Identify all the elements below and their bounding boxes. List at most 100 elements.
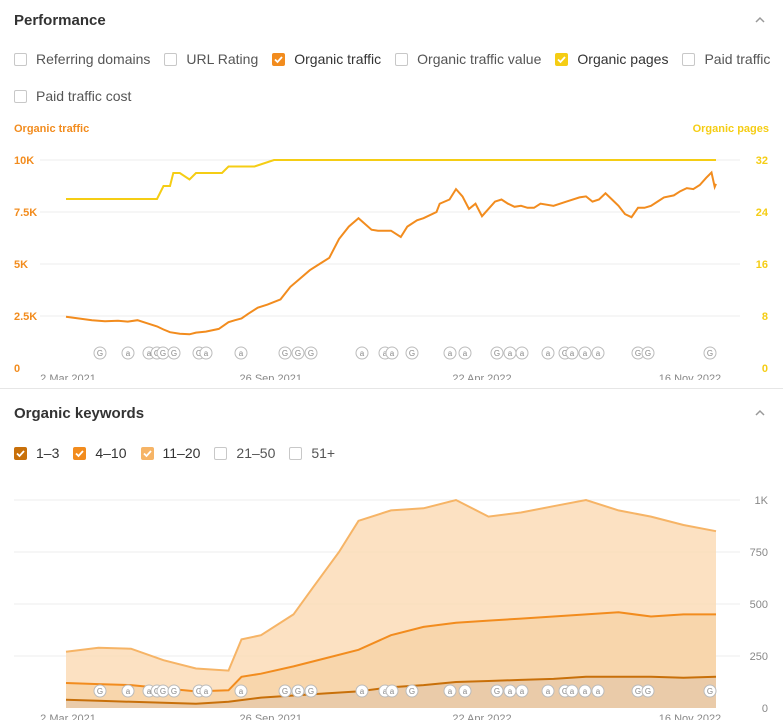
annotation-marker-icon[interactable]: a [443, 684, 457, 698]
annotation-marker-icon[interactable]: G [304, 346, 318, 360]
checkbox-unchecked-icon[interactable] [14, 89, 27, 103]
svg-text:G: G [160, 687, 166, 696]
annotation-marker-icon[interactable]: a [541, 684, 555, 698]
checkbox-unchecked-icon[interactable] [14, 52, 27, 66]
annotation-marker-icon[interactable]: a [578, 684, 592, 698]
annotation-marker-icon[interactable]: G [291, 346, 305, 360]
series-line-organic-pages [66, 159, 716, 200]
chevron-up-icon[interactable] [755, 408, 765, 418]
svg-text:a: a [239, 687, 244, 696]
keywords-checkbox-21-50[interactable]: 21–50 [214, 445, 275, 461]
annotation-marker-icon[interactable]: a [121, 346, 135, 360]
chevron-up-icon[interactable] [755, 15, 765, 25]
keywords-checkbox-11-20[interactable]: 11–20 [140, 445, 201, 461]
performance-checkbox-label: URL Rating [186, 51, 259, 67]
annotation-marker-icon[interactable]: a [458, 346, 472, 360]
y-right-tick-label: 0 [762, 363, 768, 375]
annotation-marker-icon[interactable]: G [703, 684, 717, 698]
svg-text:G: G [707, 687, 713, 696]
performance-checkbox-organic-traffic-value[interactable]: Organic traffic value [395, 51, 541, 67]
svg-text:G: G [409, 349, 415, 358]
svg-text:a: a [546, 349, 551, 358]
annotation-marker-icon[interactable]: a [121, 684, 135, 698]
organic-keywords-chart[interactable]: 02505007501KGaaGGGGaaGGGaaaGaaGaaaGaaaGG… [0, 480, 783, 720]
annotation-marker-icon[interactable]: G [93, 346, 107, 360]
performance-checkbox-paid-traffic-cost[interactable]: Paid traffic cost [14, 88, 131, 104]
svg-text:a: a [583, 687, 588, 696]
y-left-tick-label: 10K [14, 155, 34, 167]
annotation-marker-icon[interactable]: a [458, 684, 472, 698]
annotation-marker-icon[interactable]: a [199, 346, 213, 360]
keywords-checkbox-label: 11–20 [162, 445, 201, 461]
x-tick-label: 2 Mar 2021 [40, 373, 96, 380]
checkbox-checked-icon[interactable] [140, 446, 154, 460]
checkbox-checked-icon[interactable] [73, 446, 87, 460]
performance-checkbox-organic-traffic[interactable]: Organic traffic [272, 51, 381, 67]
annotation-marker-icon[interactable]: G [490, 684, 504, 698]
svg-text:G: G [171, 349, 177, 358]
annotation-marker-icon[interactable]: G [156, 346, 170, 360]
checkbox-checked-icon[interactable] [272, 52, 286, 66]
annotation-marker-icon[interactable]: G [167, 684, 181, 698]
annotation-marker-icon[interactable]: a [541, 346, 555, 360]
annotation-marker-icon[interactable]: a [591, 346, 605, 360]
annotation-marker-icon[interactable]: G [641, 684, 655, 698]
x-tick-label: 26 Sep 2021 [240, 373, 302, 380]
checkbox-checked-icon[interactable] [555, 52, 569, 66]
annotation-marker-icon[interactable]: a [515, 684, 529, 698]
checkbox-unchecked-icon[interactable] [395, 52, 409, 66]
checkbox-unchecked-icon[interactable] [289, 446, 303, 460]
checkbox-checked-icon[interactable] [14, 446, 27, 460]
annotation-marker-icon[interactable]: a [385, 346, 399, 360]
keywords-checkbox-1-3[interactable]: 1–3 [14, 445, 59, 461]
annotation-marker-icon[interactable]: G [703, 346, 717, 360]
keyword-position-toggles: 1–3 4–10 11–20 21–50 51+ [14, 445, 349, 461]
annotation-marker-icon[interactable]: G [405, 346, 419, 360]
annotation-marker-icon[interactable]: G [641, 346, 655, 360]
checkbox-unchecked-icon[interactable] [682, 52, 696, 66]
annotation-marker-icon[interactable]: a [443, 346, 457, 360]
annotation-marker-icon[interactable]: G [405, 684, 419, 698]
svg-text:G: G [97, 687, 103, 696]
svg-text:G: G [160, 349, 166, 358]
y-tick-label: 0 [762, 703, 768, 715]
svg-text:G: G [171, 687, 177, 696]
series-line-11-20 [65, 498, 717, 672]
annotation-marker-icon[interactable]: G [93, 684, 107, 698]
keywords-checkbox-51[interactable]: 51+ [289, 445, 335, 461]
annotation-marker-icon[interactable]: a [234, 346, 248, 360]
annotation-marker-icon[interactable]: a [385, 684, 399, 698]
annotation-marker-icon[interactable]: a [565, 684, 579, 698]
performance-checkbox-referring-domains[interactable]: Referring domains [14, 51, 150, 67]
annotation-marker-icon[interactable]: a [503, 684, 517, 698]
annotation-marker-icon[interactable]: G [278, 684, 292, 698]
annotation-marker-icon[interactable]: G [167, 346, 181, 360]
performance-checkbox-paid-traffic[interactable]: Paid traffic [682, 51, 770, 67]
performance-checkbox-organic-pages[interactable]: Organic pages [555, 51, 668, 67]
annotation-marker-icon[interactable]: a [234, 684, 248, 698]
annotation-marker-icon[interactable]: a [503, 346, 517, 360]
keywords-checkbox-label: 1–3 [36, 445, 60, 461]
annotation-marker-icon[interactable]: a [565, 346, 579, 360]
checkbox-unchecked-icon[interactable] [214, 446, 228, 460]
annotation-marker-icon[interactable]: G [278, 346, 292, 360]
annotation-marker-icon[interactable]: G [490, 346, 504, 360]
annotation-marker-icon[interactable]: a [591, 684, 605, 698]
svg-text:a: a [383, 349, 388, 358]
annotation-marker-icon[interactable]: G [156, 684, 170, 698]
annotation-marker-icon[interactable]: a [355, 684, 369, 698]
performance-chart[interactable]: 02.5K5K7.5K10K08162432GaaGGGGaaGGGaaaGaa… [0, 140, 783, 380]
annotation-marker-icon[interactable]: G [291, 684, 305, 698]
annotation-marker-icon[interactable]: a [355, 346, 369, 360]
svg-text:a: a [520, 687, 525, 696]
annotation-marker-icon[interactable]: G [304, 684, 318, 698]
annotation-marker-icon[interactable]: a [199, 684, 213, 698]
performance-checkbox-label: Paid traffic cost [36, 88, 132, 104]
annotation-marker-icon[interactable]: a [578, 346, 592, 360]
annotation-marker-icon[interactable]: a [515, 346, 529, 360]
section-divider [0, 388, 783, 389]
checkbox-unchecked-icon[interactable] [164, 52, 178, 66]
keywords-checkbox-4-10[interactable]: 4–10 [73, 445, 127, 461]
y-right-tick-label: 32 [756, 155, 768, 167]
performance-checkbox-url-rating[interactable]: URL Rating [164, 51, 258, 67]
